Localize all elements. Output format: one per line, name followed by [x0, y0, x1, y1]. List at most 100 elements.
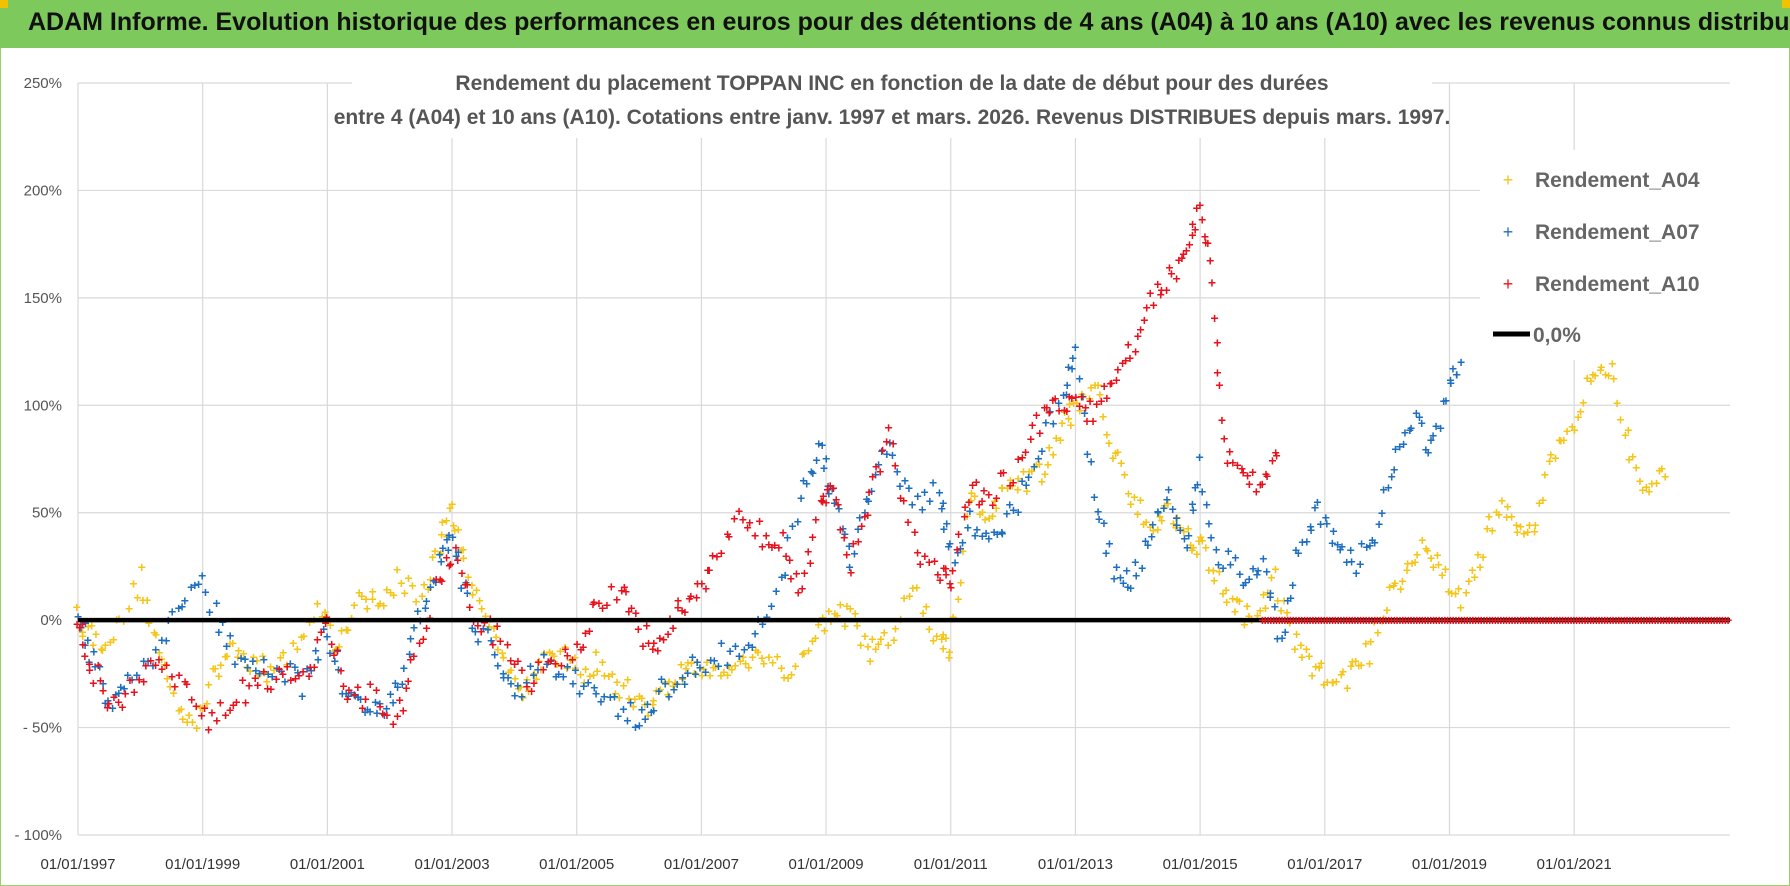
a04-point: +	[1587, 373, 1595, 389]
a10-point: +	[544, 654, 552, 670]
a04-point: +	[1383, 602, 1391, 618]
a07-point: +	[85, 654, 93, 670]
a10-point: +	[972, 474, 980, 490]
a07-point: +	[474, 634, 482, 650]
a10-zero-point: +	[1418, 612, 1426, 628]
a04-point: +	[1223, 594, 1231, 610]
a07-point: +	[1076, 370, 1084, 386]
a10-point: +	[1124, 336, 1132, 352]
a04-point: +	[331, 642, 339, 658]
a07-point: +	[201, 584, 209, 600]
a04-point: +	[1621, 427, 1629, 443]
a04-point: +	[177, 701, 185, 717]
a10-point: +	[693, 576, 701, 592]
a07-point: +	[623, 713, 631, 729]
a10-point: +	[620, 579, 628, 595]
a04-point: +	[698, 668, 706, 684]
a10-zero-point: +	[1519, 612, 1527, 628]
x-tick-label: 01/01/2015	[1163, 856, 1238, 873]
a04-point: +	[1308, 668, 1316, 684]
a10-point: +	[1258, 476, 1266, 492]
a10-zero-point: +	[1696, 612, 1704, 628]
a10-point: +	[489, 636, 497, 652]
a10-zero-point: +	[1421, 612, 1429, 628]
a07-point: +	[1131, 554, 1139, 570]
a07-point: +	[1348, 554, 1356, 570]
a10-point: +	[1051, 391, 1059, 407]
a10-point: +	[1036, 425, 1044, 441]
a10-point: +	[251, 670, 259, 686]
a10-point: +	[1106, 375, 1114, 391]
a07-point: +	[735, 648, 743, 664]
a10-zero-point: +	[1385, 612, 1393, 628]
a10-point: +	[147, 652, 155, 668]
a07-point: +	[140, 653, 148, 669]
a10-point: +	[1006, 477, 1014, 493]
a10-point: +	[1172, 270, 1180, 286]
a10-point: +	[1239, 464, 1247, 480]
a10-zero-point: +	[1357, 612, 1365, 628]
a10-point: +	[530, 675, 538, 691]
a10-point: +	[985, 486, 993, 502]
a10-point: +	[794, 584, 802, 600]
a04-point: +	[1348, 653, 1356, 669]
a04-point: +	[418, 588, 426, 604]
a10-point: +	[654, 643, 662, 659]
a07-point: +	[1123, 562, 1131, 578]
a04-point: +	[73, 599, 81, 615]
a10-point: +	[514, 653, 522, 669]
a04-point: +	[1180, 523, 1188, 539]
a04-point: +	[1488, 523, 1496, 539]
a10-point: +	[86, 662, 94, 678]
a04-point: +	[276, 649, 284, 665]
a10-point: +	[1167, 266, 1175, 282]
a10-zero-point: +	[1494, 612, 1502, 628]
a04-point: +	[485, 618, 493, 634]
a10-point: +	[713, 549, 721, 565]
a07-point: +	[1254, 563, 1262, 579]
a07-point: +	[389, 694, 397, 710]
a04-point: +	[1462, 584, 1470, 600]
a04-point: +	[1547, 446, 1555, 462]
a07-point: +	[414, 603, 422, 619]
a10-zero-point: +	[1629, 612, 1637, 628]
a04-point: +	[1355, 658, 1363, 674]
a04-point: +	[1070, 395, 1078, 411]
a10-point: +	[1206, 252, 1214, 268]
a10-point: +	[1233, 457, 1241, 473]
a10-point: +	[518, 662, 526, 678]
a10-zero-point: +	[1264, 612, 1272, 628]
a07-point: +	[454, 544, 462, 560]
a04-point: +	[505, 664, 513, 680]
a04-point: +	[243, 659, 251, 675]
a07-point: +	[878, 443, 886, 459]
a10-point: +	[563, 648, 571, 664]
a04-point: +	[576, 667, 584, 683]
a07-point: +	[850, 545, 858, 561]
a04-point: +	[1243, 598, 1251, 614]
a10-point: +	[818, 494, 826, 510]
a04-point: +	[1298, 649, 1306, 665]
a04-point: +	[1264, 584, 1272, 600]
a10-point: +	[254, 677, 262, 693]
a07-point: +	[1287, 590, 1295, 606]
a04-point: +	[263, 674, 271, 690]
a07-point: +	[896, 478, 904, 494]
a10-point: +	[1065, 389, 1073, 405]
a04-point: +	[1418, 532, 1426, 548]
a04-point: +	[389, 587, 397, 603]
a10-zero-point: +	[1314, 612, 1322, 628]
a04-point: +	[1610, 370, 1618, 386]
a10-point: +	[275, 661, 283, 677]
a04-point: +	[1195, 533, 1203, 549]
a10-point: +	[238, 672, 246, 688]
a10-point: +	[213, 713, 221, 729]
a10-point: +	[1032, 407, 1040, 423]
a07-point: +	[383, 700, 391, 716]
a04-point: +	[798, 646, 806, 662]
a04-point: +	[1117, 455, 1125, 471]
a07-point: +	[861, 505, 869, 521]
a07-point: +	[187, 579, 195, 595]
a07-point: +	[971, 527, 979, 543]
a07-point: +	[856, 509, 864, 525]
